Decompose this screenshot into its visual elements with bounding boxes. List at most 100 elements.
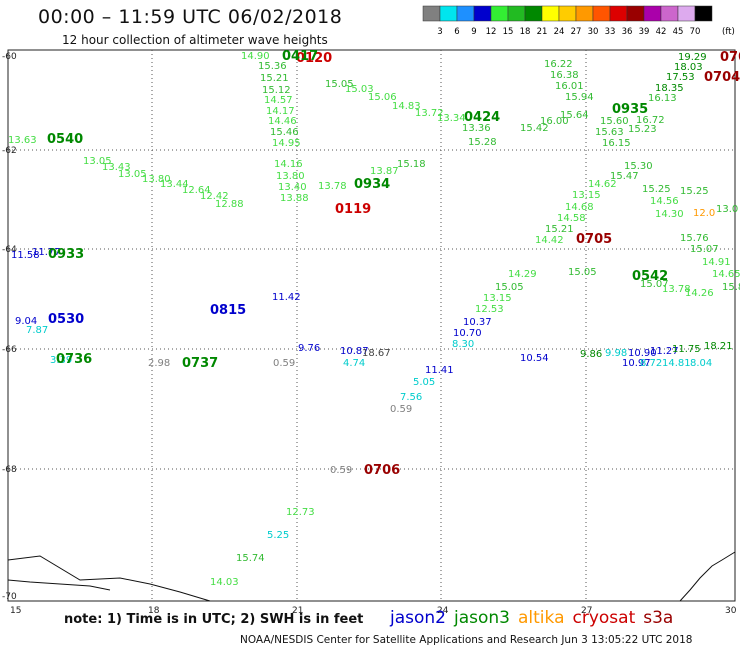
lon-tick-label: 18 <box>148 606 160 616</box>
swh-value: 9.98 <box>605 348 628 359</box>
satellite-legend: jason2 jason3 altika cryosat s3a <box>390 608 681 628</box>
swh-value: 18.03 <box>674 62 703 73</box>
swh-value: 16.38 <box>550 70 579 81</box>
swh-value: 15.07 <box>690 244 719 255</box>
swh-value: 13.36 <box>462 123 491 134</box>
legend-altika: altika <box>518 608 565 628</box>
swh-value: 12.88 <box>215 199 244 210</box>
swh-value: 14.58 <box>557 213 586 224</box>
swh-value: 2.98 <box>148 358 171 369</box>
swh-value: 13.87 <box>370 166 399 177</box>
swh-value: 14.57 <box>264 95 293 106</box>
swh-value: 12.53 <box>475 304 504 315</box>
swh-value: 0.59 <box>390 404 413 415</box>
swh-value: 11.41 <box>425 365 454 376</box>
swh-value: 12.42 <box>200 191 229 202</box>
pass-time-label: 0737 <box>182 356 219 371</box>
lat-tick-label: -70 <box>2 592 17 602</box>
legend-s3a: s3a <box>643 608 674 628</box>
lon-tick-label: 27 <box>581 606 593 616</box>
swh-value: 13.05 <box>118 169 147 180</box>
swh-value: 11.75 <box>672 344 701 355</box>
pass-time-label: 0704 <box>704 70 740 85</box>
colorbar-tick: 39 <box>639 27 650 37</box>
swh-value: 15.05 <box>325 79 354 90</box>
swh-value: 10.87 <box>340 346 369 357</box>
credit-line: NOAA/NESDIS Center for Satellite Applica… <box>240 634 693 646</box>
swh-value: 15.18 <box>397 159 426 170</box>
swh-value: 10.90 <box>628 348 657 359</box>
colorbar-swatch <box>694 5 713 22</box>
colorbar-tick: 45 <box>673 27 684 37</box>
swh-value: 15.94 <box>565 92 594 103</box>
swh-value: 14.83 <box>392 101 421 112</box>
pass-time-label: 0706 <box>364 463 401 478</box>
swh-value: 5.05 <box>413 377 436 388</box>
swh-value: 15.47 <box>610 171 639 182</box>
swh-value: 13.43 <box>102 162 131 173</box>
swh-value: 15.25 <box>680 186 709 197</box>
lon-tick-label: 21 <box>292 606 304 616</box>
swh-value: 15.03 <box>345 84 374 95</box>
pass-time-label: 0935 <box>612 102 649 117</box>
pass-time-label: 0120 <box>296 51 333 66</box>
map-grid <box>8 50 735 601</box>
swh-value: 16.00 <box>540 116 569 127</box>
colorbar-tick: 70 <box>690 27 701 37</box>
swh-value: 16.22 <box>544 59 573 70</box>
swh-value: 15.07 <box>640 279 669 290</box>
swh-value: 8.72 <box>640 358 663 369</box>
swh-value: 11.42 <box>272 292 301 303</box>
swh-value: 14.91 <box>702 257 731 268</box>
swh-value: 4.74 <box>343 358 366 369</box>
swh-value: 3.39 <box>50 355 73 366</box>
colorbar-tick: 33 <box>605 27 616 37</box>
colorbar-tick: 9 <box>471 27 476 37</box>
antarctic-coastline <box>7 551 736 602</box>
pass-time-label: 0424 <box>464 110 501 125</box>
note-text: note: 1) Time is in UTC; 2) SWH is in fe… <box>64 612 364 627</box>
colorbar-tick: 30 <box>588 27 599 37</box>
page-title: 00:00 – 11:59 UTC 06/02/2018 <box>38 6 343 28</box>
swh-value: 12.0 <box>693 208 716 219</box>
lat-tick-label: -66 <box>2 345 17 355</box>
lon-tick-label: 30 <box>725 606 737 616</box>
swh-value: 15.76 <box>680 233 709 244</box>
swh-value: 14.30 <box>655 209 684 220</box>
swh-value: 15.36 <box>258 61 287 72</box>
swh-value: 12.64 <box>182 185 211 196</box>
swh-value: 15.21 <box>545 224 574 235</box>
swh-value: 11.77 <box>32 247 61 258</box>
swh-value: 15.05 <box>495 282 524 293</box>
swh-value: 8.04 <box>690 358 713 369</box>
swh-value: 14.42 <box>535 235 564 246</box>
swh-value: 15.64 <box>560 110 589 121</box>
swh-value: 18.21 <box>704 341 733 352</box>
swh-value: 13.88 <box>280 193 309 204</box>
pass-time-label: 0540 <box>47 132 84 147</box>
swh-value: 15.46 <box>270 127 299 138</box>
lat-tick-label: -64 <box>2 245 17 255</box>
colorbar-tick: 12 <box>486 27 497 37</box>
swh-value: 12.73 <box>286 507 315 518</box>
swh-value: 5.25 <box>267 530 290 541</box>
swh-value: 15.74 <box>236 553 265 564</box>
swh-value: 10.37 <box>463 317 492 328</box>
swh-value: 15.63 <box>595 127 624 138</box>
swh-value: 14.95 <box>272 138 301 149</box>
swh-value: 14.16 <box>274 159 303 170</box>
colorbar-tick: 6 <box>454 27 459 37</box>
pass-time-label: 0530 <box>48 312 85 327</box>
swh-value: 9.04 <box>15 316 38 327</box>
swh-colorbar: 3 6 9 12 15 18 21 24 27 30 33 36 39 42 45 70 (ft) <box>422 5 735 37</box>
swh-value: 11.58 <box>11 250 40 261</box>
swh-value: 16.72 <box>636 115 665 126</box>
swh-value: 15.21 <box>260 73 289 84</box>
swh-value: 13.34 <box>437 113 466 124</box>
swh-value: 15.05 <box>568 267 597 278</box>
pass-time-label: 0417 <box>282 49 319 64</box>
swh-value: 14.81 <box>662 358 691 369</box>
colorbar-tick: 36 <box>622 27 633 37</box>
swh-value: 10.97 <box>622 358 651 369</box>
swh-value: 10.70 <box>453 328 482 339</box>
